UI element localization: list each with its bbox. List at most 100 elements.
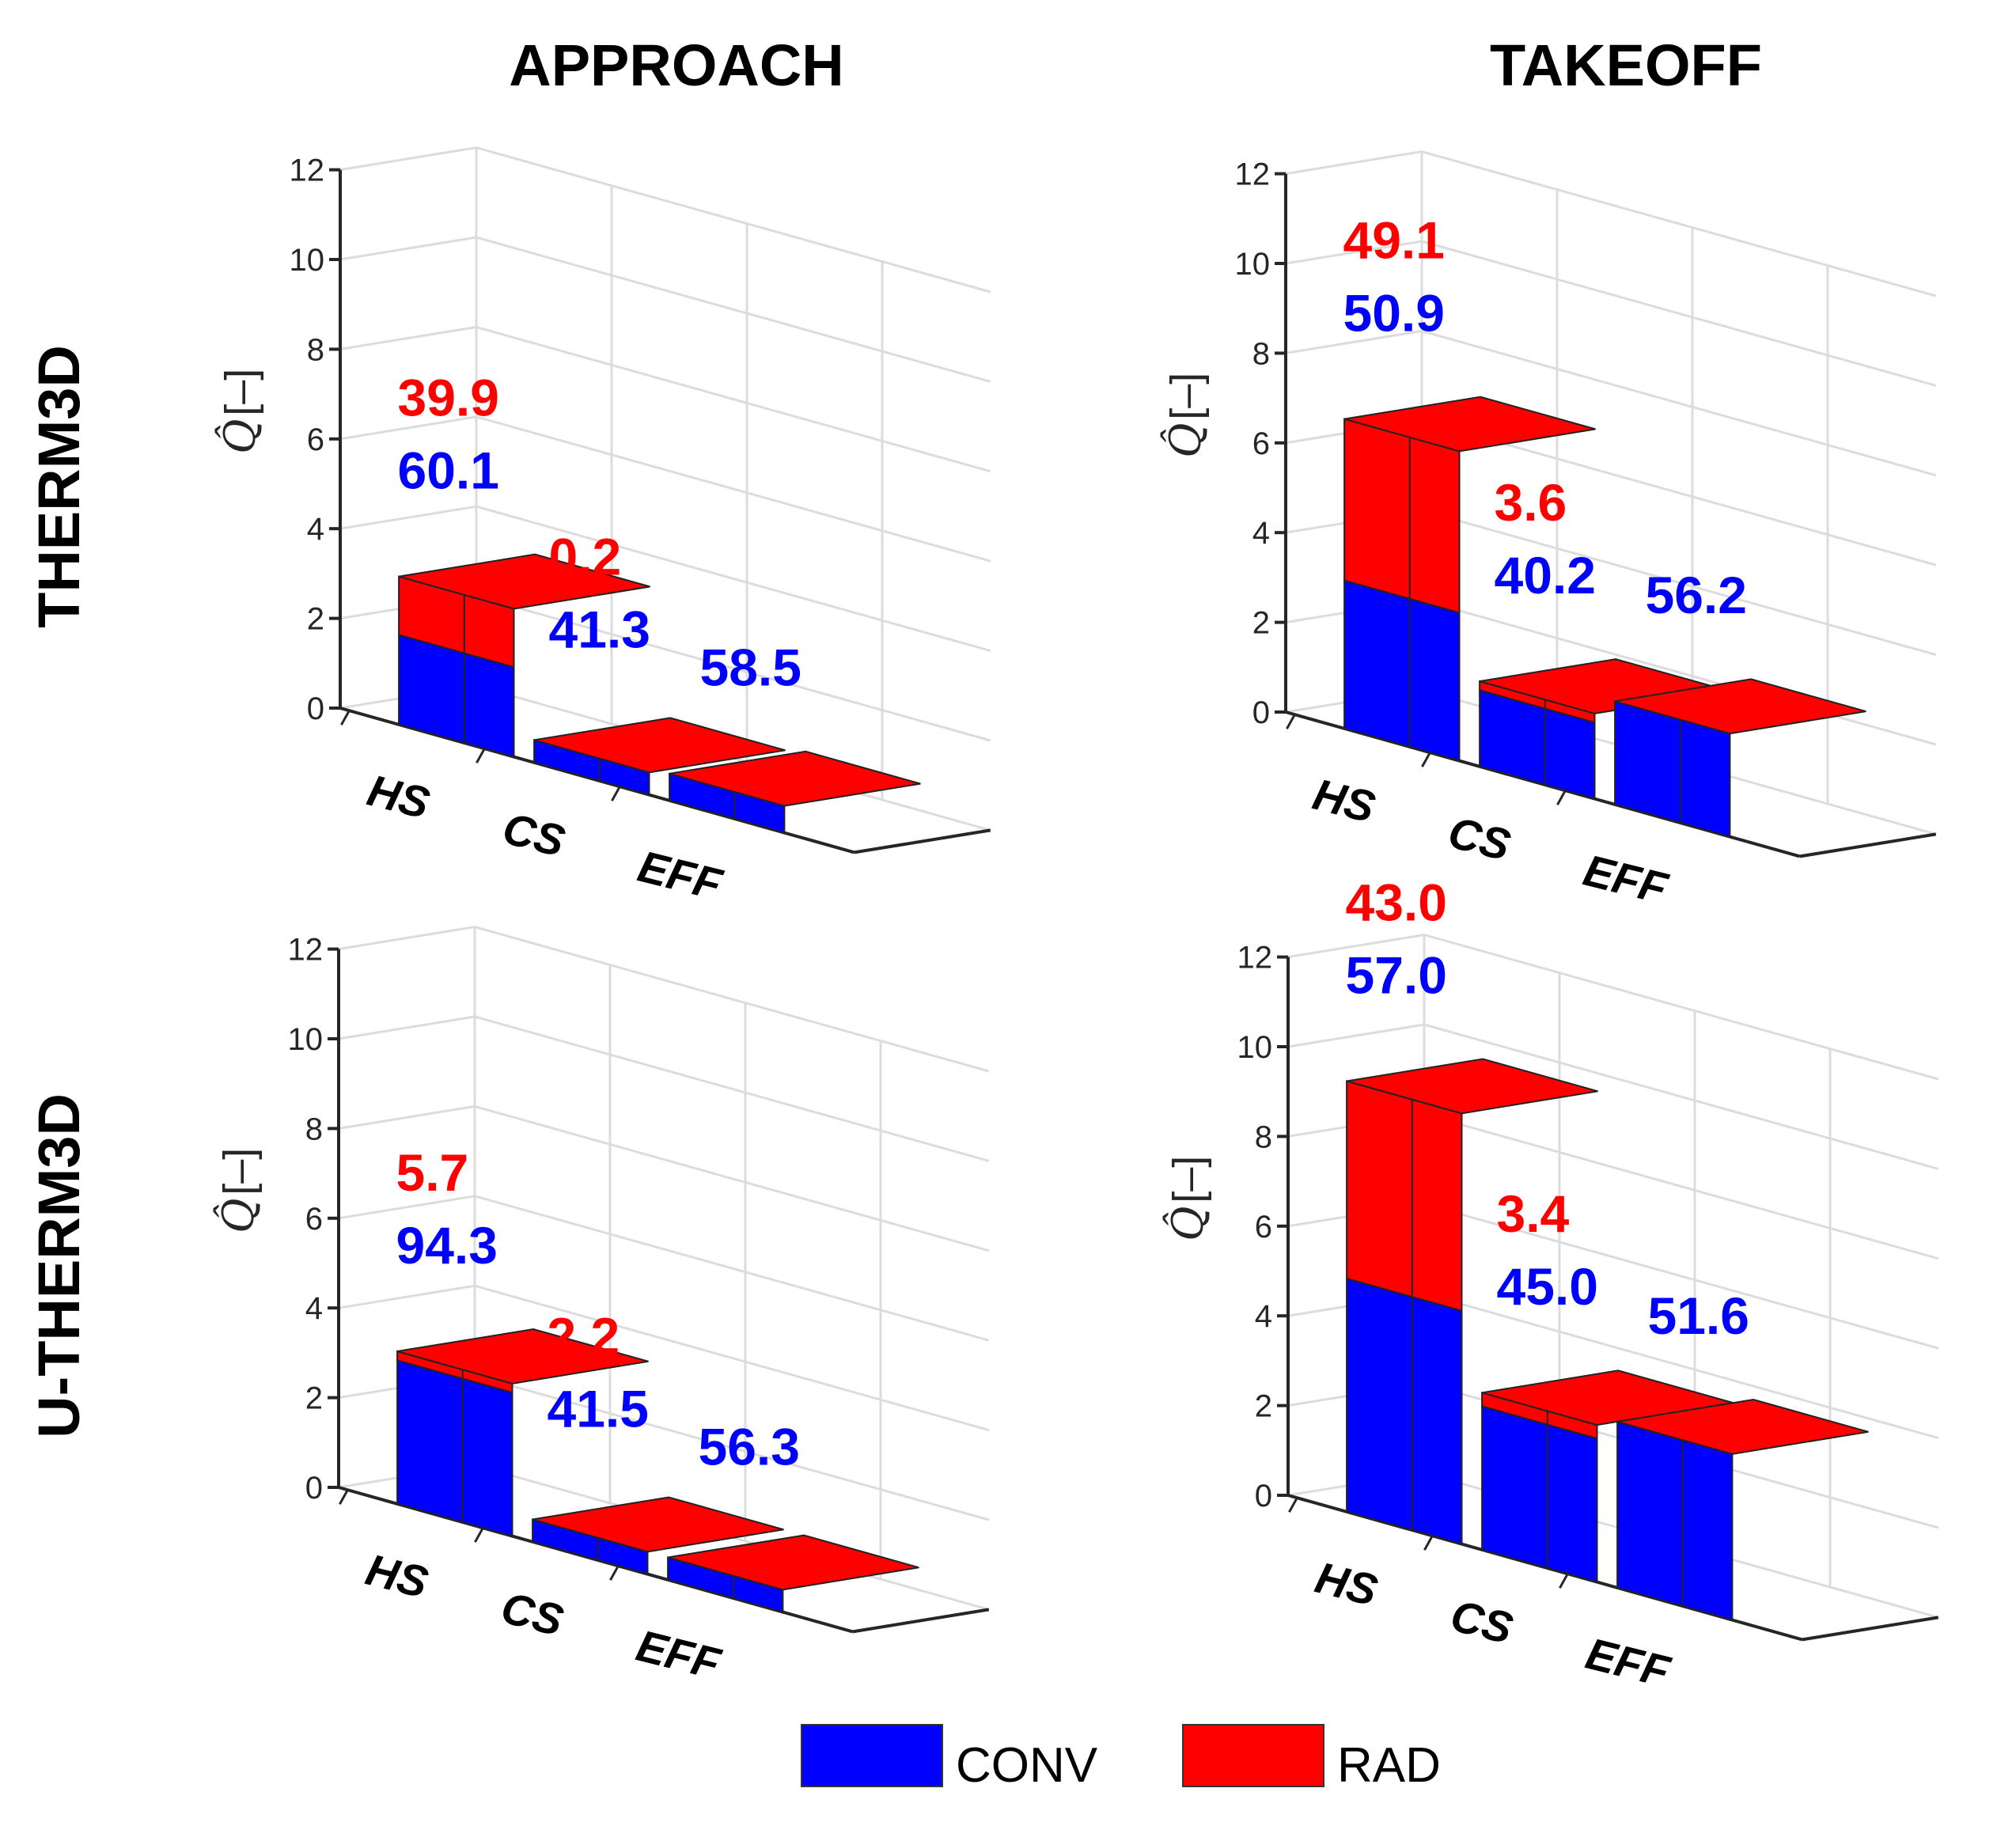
bar-rad-hs xyxy=(1343,418,1461,614)
legend-label-rad: RAD xyxy=(1337,1738,1441,1793)
gridline-y xyxy=(476,595,991,742)
x-tick-label-cs: CS xyxy=(498,803,570,866)
y-tick-label: 8 xyxy=(305,1112,323,1146)
y-tick-label: 10 xyxy=(290,243,325,278)
x-tick-label-cs: CS xyxy=(496,1582,568,1646)
annotation-rad-cs: 3.6 xyxy=(1495,473,1567,532)
y-tick-label: 8 xyxy=(307,332,324,367)
gridline-depth xyxy=(1285,150,1423,176)
x-tick-mark xyxy=(611,786,621,801)
annotation-rad-hs: 5.7 xyxy=(396,1143,469,1202)
panel-approach-therm3d: 0 2 4 6 8 10 12 Q̂[–] HS 39.9 60.1 CS 0.2 41.3 EFF 58.5 xyxy=(214,146,991,910)
y-axis-label: Q̂ xyxy=(213,1199,263,1233)
annotation-conv-hs: 94.3 xyxy=(396,1216,498,1275)
x-tick-label-cs: CS xyxy=(1446,1590,1518,1654)
x-tick-mark xyxy=(1288,1497,1298,1513)
x-tick-mark xyxy=(1556,790,1567,805)
x-tick-mark xyxy=(476,748,486,763)
y-tick-label: 0 xyxy=(305,1471,323,1506)
gridline-y xyxy=(1423,1203,1939,1350)
depth-axis xyxy=(852,1608,990,1634)
y-tick-label: 2 xyxy=(307,602,324,637)
x-tick-mark xyxy=(474,1527,484,1543)
gridline-depth xyxy=(338,1015,476,1040)
legend-swatch-conv xyxy=(801,1724,943,1787)
gridline-depth xyxy=(338,1104,476,1130)
gridline-y xyxy=(474,926,990,1073)
y-tick-label: 10 xyxy=(288,1022,324,1057)
depth-axis xyxy=(854,828,991,854)
y-tick-label: 4 xyxy=(307,512,324,547)
y-axis-unit: [–] xyxy=(217,369,264,416)
y-axis-label: Q̂ xyxy=(1162,1207,1213,1241)
bar-top-eff xyxy=(1614,678,1866,735)
y-axis-unit: [–] xyxy=(215,1148,263,1195)
bar-top-eff xyxy=(1616,1398,1869,1455)
gridline-y xyxy=(1421,240,1937,387)
gridline-y xyxy=(1421,150,1937,297)
x-tick-label-hs: HS xyxy=(1310,1552,1382,1616)
x-tick-mark xyxy=(339,1489,349,1505)
gridline-y xyxy=(1423,1112,1939,1260)
gridline-y xyxy=(474,1195,990,1342)
gridline-depth xyxy=(338,1195,476,1220)
y-tick-label: 12 xyxy=(290,153,325,188)
annotation-conv-hs: 50.9 xyxy=(1343,283,1445,342)
bar-top-cs xyxy=(532,1496,784,1553)
annotation-conv-cs: 45.0 xyxy=(1497,1257,1598,1316)
gridline-depth xyxy=(1287,1023,1425,1048)
x-tick-mark xyxy=(1421,752,1431,767)
column-title-takeoff: TAKEOFF xyxy=(1490,32,1762,98)
y-tick-label: 10 xyxy=(1235,247,1271,282)
annotation-rad-cs: 0.2 xyxy=(549,528,622,586)
bar-top-hs xyxy=(398,553,650,610)
gridline-y xyxy=(1423,1292,1939,1440)
annotation-conv-hs: 57.0 xyxy=(1346,945,1447,1004)
y-tick-label: 8 xyxy=(1255,1119,1272,1154)
y-axis-label: Q̂ xyxy=(1160,423,1211,458)
y-tick-label: 10 xyxy=(1237,1030,1273,1065)
gridline-y xyxy=(476,236,991,383)
y-axis-unit: [–] xyxy=(1162,373,1210,420)
column-title-approach: APPROACH xyxy=(509,32,843,98)
y-tick-label: 2 xyxy=(305,1381,323,1416)
gridline-depth xyxy=(1285,329,1423,354)
gridline-y xyxy=(476,325,991,473)
bar-top-hs xyxy=(396,1328,649,1385)
bar-top-eff xyxy=(667,1534,919,1591)
y-tick-label: 2 xyxy=(1252,606,1270,641)
y-tick-label: 12 xyxy=(1237,941,1273,976)
x-tick-label-eff: EFF xyxy=(1581,1628,1676,1697)
x-tick-label-hs: HS xyxy=(1308,769,1380,832)
gridline-depth xyxy=(338,1284,476,1309)
x-tick-mark xyxy=(1423,1535,1434,1551)
bar-top-cs xyxy=(533,717,786,774)
gridline-y xyxy=(1421,329,1937,477)
y-tick-label: 6 xyxy=(1252,426,1270,461)
gridline-depth xyxy=(1285,240,1423,265)
y-tick-label: 0 xyxy=(307,691,324,726)
y-tick-label: 0 xyxy=(1255,1479,1272,1513)
gridline-depth xyxy=(339,325,477,350)
x-tick-label-eff: EFF xyxy=(1578,845,1673,914)
annotation-conv-cs: 41.3 xyxy=(549,600,650,659)
bar-rad-hs xyxy=(1346,1080,1463,1313)
annotation-rad-cs: 3.4 xyxy=(1497,1184,1570,1243)
gridline-depth xyxy=(1287,934,1425,959)
x-tick-label-eff: EFF xyxy=(633,841,728,910)
y-tick-label: 8 xyxy=(1252,336,1270,371)
gridline-depth xyxy=(339,415,477,441)
x-tick-label-cs: CS xyxy=(1443,807,1515,870)
y-axis-label: Q̂ xyxy=(214,419,265,454)
y-tick-label: 6 xyxy=(307,422,324,457)
annotation-conv-eff: 56.3 xyxy=(699,1418,800,1476)
x-tick-label-hs: HS xyxy=(362,765,434,828)
y-tick-label: 0 xyxy=(1252,695,1270,730)
x-tick-mark xyxy=(1286,714,1296,729)
panel-approach-u-therm3d: 0 2 4 6 8 10 12 Q̂ [–] HS 5.7 94.3 CS 2.2 41.5 EFF 56.3 xyxy=(213,926,990,1689)
x-tick-mark xyxy=(1559,1573,1569,1589)
y-tick-label: 2 xyxy=(1255,1389,1272,1424)
annotation-conv-eff: 58.5 xyxy=(700,638,801,697)
x-tick-label-eff: EFF xyxy=(631,1620,726,1689)
gridline-y xyxy=(474,1374,990,1521)
